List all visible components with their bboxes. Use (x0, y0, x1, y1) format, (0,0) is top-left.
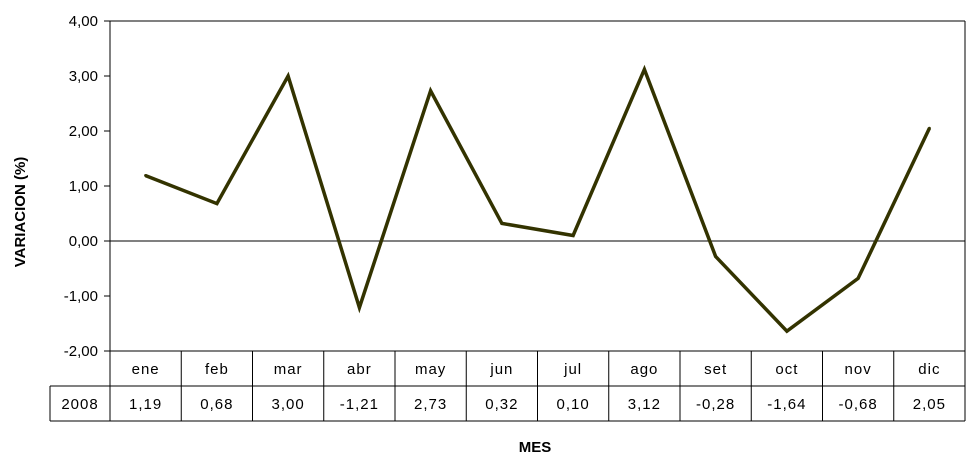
data-point (357, 306, 361, 310)
x-category-label: oct (775, 361, 798, 378)
y-tick-label: -1,00 (64, 288, 98, 305)
x-axis-title: MES (519, 439, 552, 456)
data-point (927, 126, 931, 130)
data-point (286, 74, 290, 78)
data-label: -0,28 (696, 396, 735, 413)
data-point (144, 174, 148, 178)
series-layer (144, 64, 931, 334)
x-category-label: may (415, 361, 446, 378)
table-series-name: 2008 (61, 396, 98, 413)
data-label: 0,68 (200, 396, 233, 413)
data-point (785, 329, 789, 333)
series-line-2008 (144, 64, 931, 334)
data-label: 0,10 (557, 396, 590, 413)
x-category-label: jul (563, 361, 582, 378)
data-label: 2,05 (913, 396, 946, 413)
x-category-label: ago (630, 361, 658, 378)
data-point (500, 221, 504, 225)
x-category-label: ene (132, 361, 160, 378)
plot-frame (109, 20, 966, 421)
data-label: 0,32 (485, 396, 518, 413)
y-tick-label: 4,00 (69, 13, 98, 30)
x-category-label: mar (274, 361, 303, 378)
y-tick-label: 1,00 (69, 178, 98, 195)
y-tick-label: 2,00 (69, 123, 98, 140)
data-point (429, 89, 433, 93)
y-tick-label: 3,00 (69, 68, 98, 85)
y-tick-label: -2,00 (64, 343, 98, 360)
data-point (856, 276, 860, 280)
data-label: 2,73 (414, 396, 447, 413)
data-label: -0,68 (839, 396, 878, 413)
data-label: 1,19 (129, 396, 162, 413)
data-point (215, 202, 219, 206)
y-axis-title: VARIACION (%) (12, 157, 29, 268)
x-category-label: nov (845, 361, 872, 378)
data-table: ene feb mar abr may jun jul ago set oct nov dic 2008… (49, 350, 965, 422)
data-label: 3,00 (272, 396, 305, 413)
data-point (642, 67, 646, 71)
y-tick-label: 0,00 (69, 233, 98, 250)
data-point (714, 254, 718, 258)
data-point (571, 234, 575, 237)
x-category-label: set (704, 361, 727, 378)
data-label: -1,64 (767, 396, 806, 413)
x-category-label: abr (347, 361, 372, 378)
x-category-label: feb (205, 361, 229, 378)
x-category-label: dic (918, 361, 940, 378)
x-category-label: jun (489, 361, 513, 378)
data-label: -1,21 (340, 396, 379, 413)
y-axis-ticks: 4,00 3,00 2,00 1,00 0,00 -1,00 -2,00 (64, 13, 110, 360)
data-label: 3,12 (628, 396, 661, 413)
